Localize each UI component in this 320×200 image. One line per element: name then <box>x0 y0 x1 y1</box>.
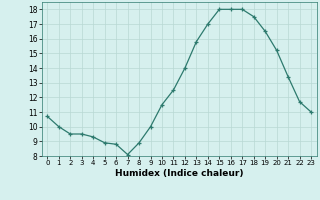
X-axis label: Humidex (Indice chaleur): Humidex (Indice chaleur) <box>115 169 244 178</box>
